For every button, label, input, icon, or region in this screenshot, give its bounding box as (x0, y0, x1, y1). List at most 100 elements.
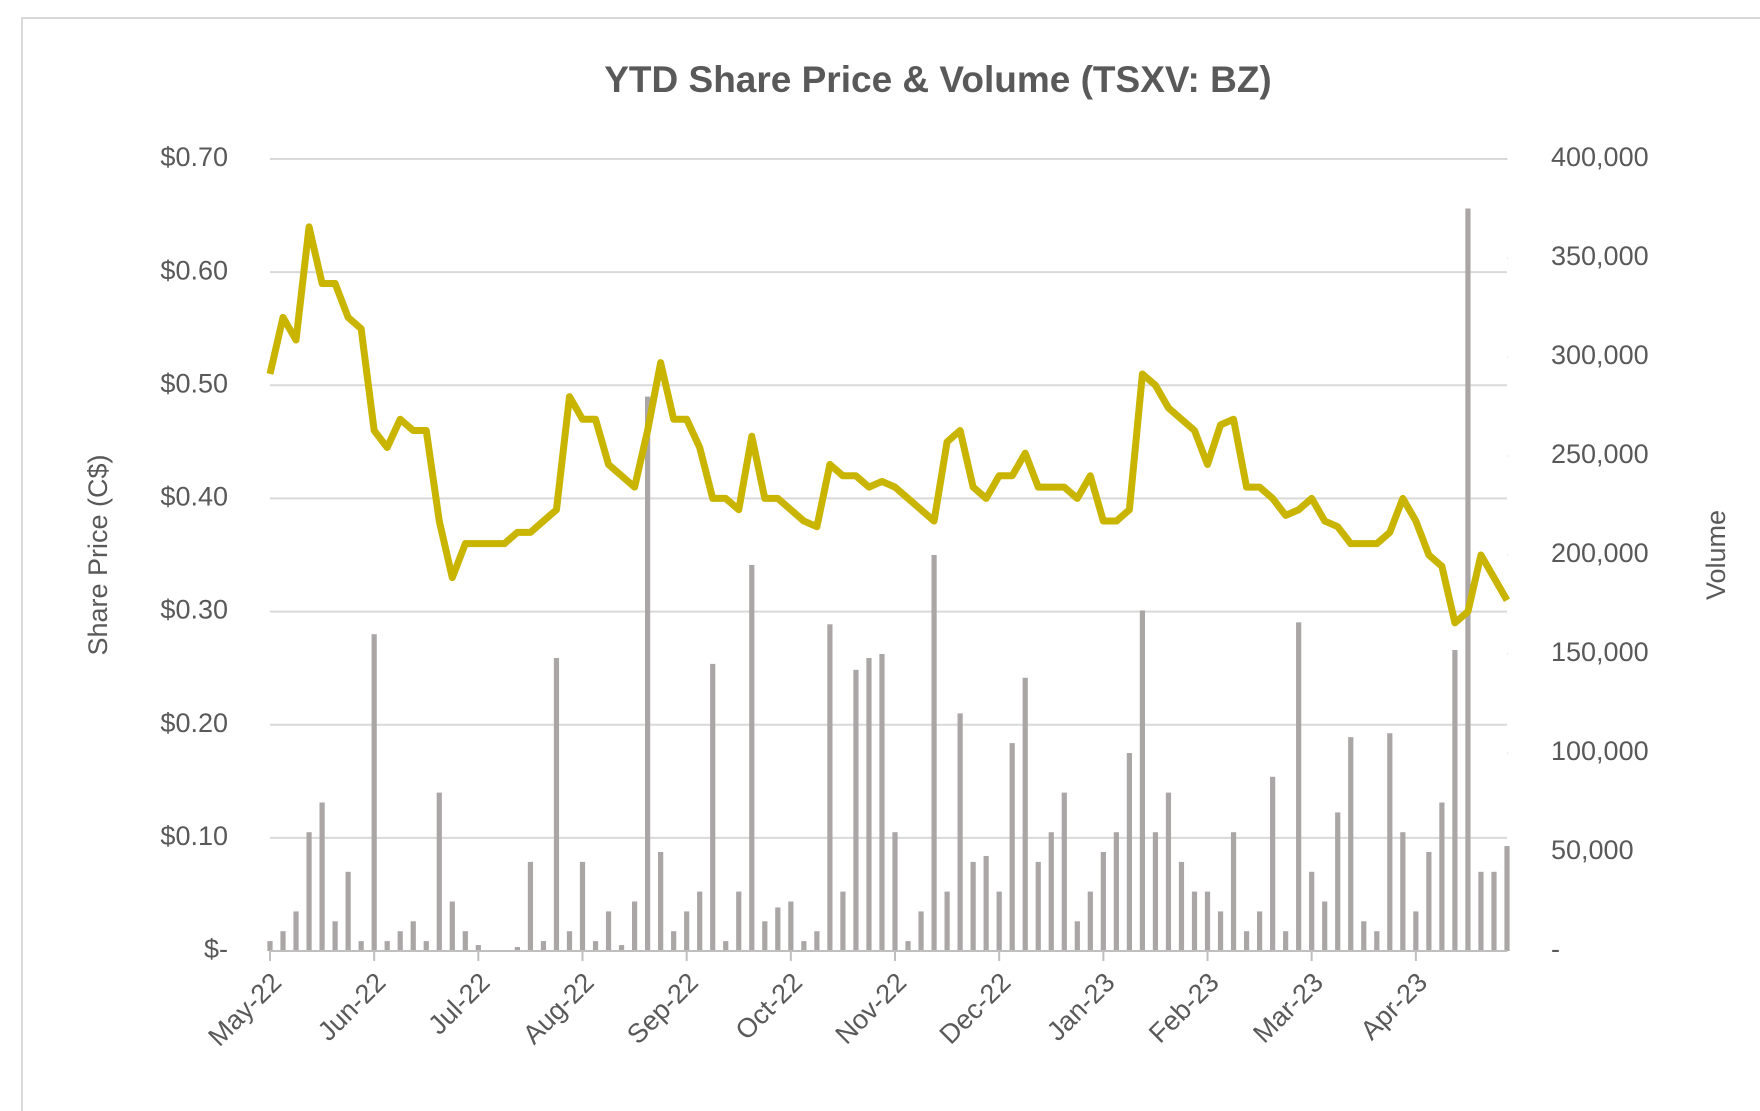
volume-bar (1387, 733, 1393, 951)
y2-tick-label: 250,000 (1551, 439, 1649, 469)
volume-bar (1204, 891, 1211, 951)
volume-bar (1283, 931, 1289, 951)
volume-bar (1178, 861, 1185, 951)
volume-bar (384, 941, 390, 951)
y-tick-label: $- (204, 934, 228, 964)
volume-bar (618, 945, 625, 951)
y-tick-label: $0.70 (160, 142, 228, 172)
volume-bar (1504, 846, 1510, 951)
volume-bar (1061, 792, 1067, 951)
volume-bar (723, 941, 729, 951)
volume-bar (788, 901, 794, 951)
volume-bar (879, 654, 885, 951)
volume-bar (566, 931, 573, 951)
y-tick-label: $0.20 (160, 708, 228, 738)
volume-bar (1009, 743, 1015, 951)
volume-bar (1074, 921, 1080, 951)
volume-bar (1348, 737, 1354, 951)
volume-bar (267, 941, 273, 951)
y-tick-label: $0.50 (160, 368, 228, 398)
volume-bar (840, 891, 846, 951)
y2-tick-label: 200,000 (1551, 538, 1649, 568)
volume-bar (540, 941, 547, 951)
volume-bar (1100, 852, 1106, 951)
volume-bar (1322, 901, 1328, 951)
y2-tick-label: 300,000 (1551, 340, 1649, 370)
y-tick-label: $0.40 (160, 482, 228, 512)
volume-bar (306, 832, 312, 951)
volume-bar (1478, 871, 1484, 951)
y-axis-label: Share Price (C$) (83, 454, 113, 655)
volume-bar (866, 657, 872, 951)
volume-bar (1413, 911, 1419, 951)
volume-bar (1243, 931, 1250, 951)
volume-bar (527, 861, 534, 951)
y2-tick-label: 350,000 (1551, 241, 1649, 271)
volume-bar (1230, 832, 1237, 951)
volume-bar (1439, 802, 1445, 951)
volume-bar (605, 911, 612, 951)
volume-bar (358, 941, 364, 951)
volume-bar (749, 564, 755, 951)
volume-bar (853, 669, 859, 951)
y-tick-label: $0.30 (160, 595, 228, 625)
volume-bar (1152, 832, 1159, 951)
volume-bar (371, 634, 377, 951)
volume-bar (970, 861, 976, 951)
volume-bar (1035, 861, 1041, 951)
volume-bar (1374, 931, 1380, 951)
price-line (266, 223, 1511, 627)
y2-tick-label: 400,000 (1551, 142, 1649, 172)
volume-bar (814, 931, 820, 951)
volume-bar (996, 891, 1002, 951)
volume-bar (332, 921, 338, 951)
volume-bar (397, 931, 403, 951)
volume-bar (1452, 650, 1458, 951)
y2-tick-label: 50,000 (1551, 835, 1634, 865)
volume-bar (762, 921, 768, 951)
volume-bar (775, 907, 781, 951)
volume-bar (1165, 792, 1172, 951)
volume-bar (710, 663, 716, 951)
volume-bar (801, 941, 807, 951)
volume-bar (1126, 753, 1132, 951)
volume-bar (592, 941, 599, 951)
volume-bar (1335, 812, 1341, 951)
chart-title: YTD Share Price & Volume (TSXV: BZ) (604, 59, 1272, 100)
volume-bar (1139, 610, 1146, 951)
volume-bar (319, 802, 325, 951)
volume-bar (410, 921, 416, 951)
volume-bar (293, 911, 299, 951)
y-tick-label: $0.10 (160, 821, 228, 851)
volume-bar (1087, 891, 1093, 951)
volume-bar (553, 657, 560, 951)
volume-bar (345, 871, 351, 951)
volume-bar (944, 891, 950, 951)
y2-tick-label: 150,000 (1551, 637, 1649, 667)
volume-bar (579, 861, 586, 951)
volume-bar (645, 396, 651, 952)
volume-bar (957, 713, 963, 951)
volume-bar (983, 855, 989, 951)
volume-bar (684, 911, 690, 951)
volume-bar (671, 931, 677, 951)
volume-bar (1270, 776, 1276, 951)
volume-bar (475, 945, 481, 951)
y2-axis-label: Volume (1701, 510, 1731, 600)
volume-bar (449, 901, 455, 951)
volume-bar (1309, 871, 1315, 951)
volume-bar (1465, 208, 1471, 951)
volume-bar (1361, 921, 1367, 951)
volume-bar (658, 852, 664, 951)
volume-bar (514, 947, 521, 951)
volume-bar (462, 931, 468, 951)
volume-bar (1491, 871, 1497, 951)
volume-bar (1296, 622, 1302, 951)
volume-bar (827, 624, 833, 951)
volume-bar (1113, 832, 1119, 951)
y2-tick-label: - (1551, 934, 1560, 964)
volume-bar (1426, 852, 1432, 951)
y-tick-label: $0.60 (160, 255, 228, 285)
volume-bar (736, 891, 742, 951)
